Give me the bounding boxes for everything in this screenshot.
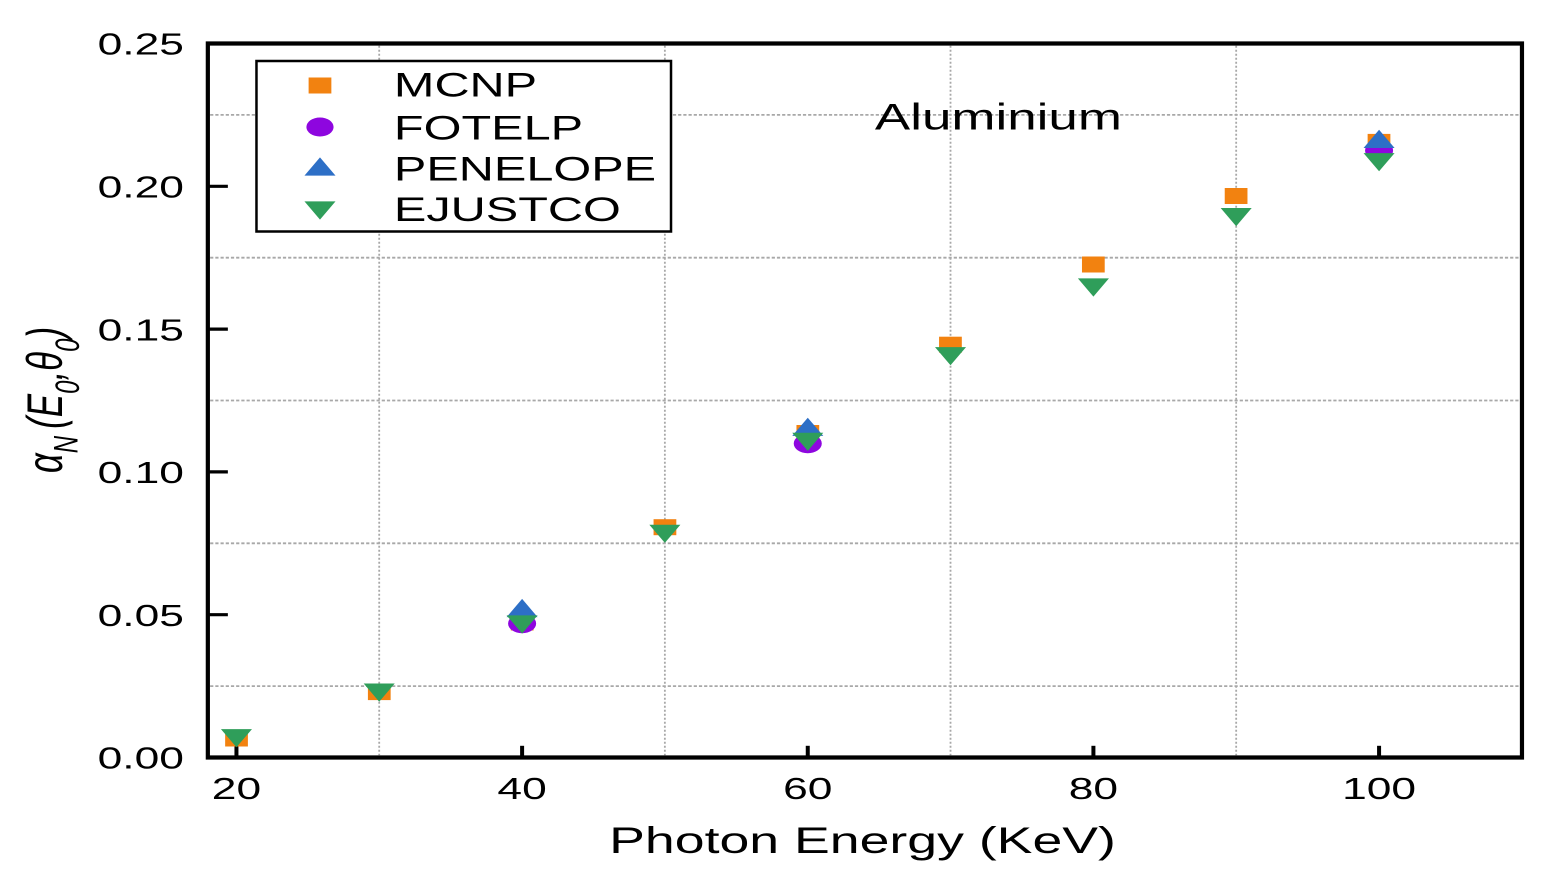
svg-text:20: 20 [212,771,261,806]
svg-text:100: 100 [1342,771,1416,806]
svg-text:60: 60 [783,771,832,806]
svg-text:PENELOPE: PENELOPE [394,150,656,188]
svg-text:40: 40 [497,771,546,806]
svg-text:80: 80 [1069,771,1118,806]
svg-text:0.20: 0.20 [98,170,184,205]
svg-text:EJUSTCO: EJUSTCO [394,190,621,228]
svg-text:Aluminium: Aluminium [875,96,1122,137]
svg-text:0.10: 0.10 [98,456,184,491]
svg-text:0.05: 0.05 [98,598,184,633]
svg-text:0.15: 0.15 [98,313,184,348]
svg-text:MCNP: MCNP [394,66,537,104]
svg-text:FOTELP: FOTELP [394,109,583,147]
svg-text:0.00: 0.00 [98,741,184,776]
svg-text:αN (E0,θ0): αN (E0,θ0) [18,327,87,473]
svg-text:0.25: 0.25 [98,27,184,62]
svg-text:Photon Energy (KeV): Photon Energy (KeV) [609,819,1116,861]
